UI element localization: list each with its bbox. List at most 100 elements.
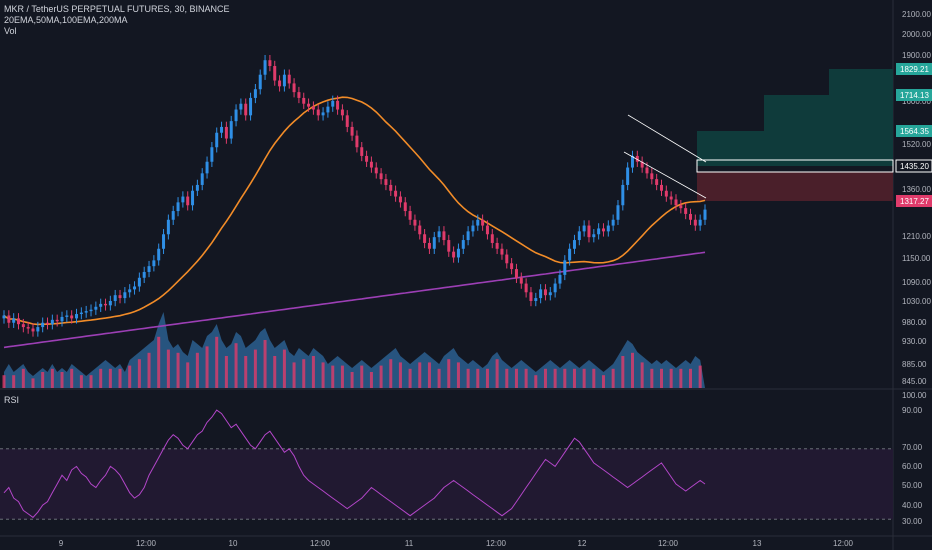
volume-bar [360, 365, 364, 388]
candle-body [113, 295, 117, 301]
candle-body [592, 234, 596, 238]
candle-body [60, 316, 64, 322]
candle-body [12, 318, 16, 323]
candle-body [55, 319, 59, 322]
rsi-tick-label: 40.00 [902, 501, 923, 510]
candle-body [548, 292, 552, 296]
candle-body [389, 184, 393, 191]
volume-bar [340, 365, 344, 388]
candle-body [616, 205, 620, 220]
candle-body [229, 121, 233, 139]
volume-bar [50, 368, 54, 388]
volume-bar [99, 368, 103, 388]
volume-bar [108, 368, 112, 388]
candle-body [601, 228, 605, 232]
price-tick-label: 1600.00 [902, 97, 931, 106]
price-tick-label: 2100.00 [902, 10, 931, 19]
volume-bar [466, 368, 470, 388]
candle-body [626, 167, 630, 185]
candle-body [94, 306, 98, 310]
candle-body [249, 97, 253, 116]
candle-body [258, 74, 262, 90]
volume-bar [447, 359, 451, 388]
volume-bar [630, 352, 634, 388]
candle-body [423, 234, 427, 243]
volume-bar [688, 368, 692, 388]
candle-body [302, 97, 306, 104]
volume-bar [273, 356, 277, 388]
ema-line [3, 96, 706, 326]
volume-bar [311, 356, 315, 388]
price-tick-label: 845.00 [902, 377, 927, 386]
candle-body [99, 303, 103, 307]
rsi-tick-label: 60.00 [902, 462, 923, 471]
rsi-line [3, 409, 706, 519]
rsi-tick-label: 50.00 [902, 481, 923, 490]
candle-body [244, 103, 248, 116]
candle-body [461, 240, 465, 249]
volume-bar [292, 362, 296, 388]
volume-bar [282, 349, 286, 388]
candle-body [442, 231, 446, 241]
candle-body [21, 324, 25, 328]
candle-body [539, 289, 543, 299]
candle-body [311, 106, 315, 110]
channel-lower [623, 151, 707, 199]
candle-body [331, 100, 335, 107]
price-tick-label: 1090.00 [902, 278, 931, 287]
price-tag-label: 1317.27 [900, 197, 929, 206]
time-tick-label: 12:00 [658, 539, 679, 548]
price-tick-label: 2000.00 [902, 30, 931, 39]
volume-bar [89, 375, 93, 388]
candle-body [693, 219, 697, 226]
volume-bar [640, 362, 644, 388]
candle-body [563, 260, 567, 275]
ma-line [3, 251, 706, 349]
price-tag-label: 1714.13 [900, 91, 929, 100]
candle-body [200, 173, 204, 185]
volume-bar [553, 368, 557, 388]
volume-bar [244, 356, 248, 388]
candle-body [476, 219, 480, 226]
candle-body [427, 242, 431, 249]
candle-body [2, 315, 6, 319]
candle-body [137, 277, 141, 287]
volume-bar [437, 368, 441, 388]
volume-bar [563, 368, 567, 388]
candle-body [611, 219, 615, 226]
candle-body [157, 248, 161, 261]
volume-bar [12, 375, 16, 388]
indicator-list: 20EMA,50MA,100EMA,200MA [4, 15, 128, 25]
candle-body [307, 103, 311, 107]
candle-body [171, 211, 175, 220]
entry-box [696, 159, 894, 173]
volume-bar [21, 368, 25, 388]
candle-body [674, 199, 678, 206]
volume-bar [176, 352, 180, 388]
volume-histogram [2, 312, 705, 388]
candle-body [176, 202, 180, 212]
target-zone-3 [829, 69, 893, 166]
volume-bar [543, 368, 547, 388]
volume-bar [166, 349, 170, 388]
volume-bar [205, 346, 209, 388]
candle-body [104, 303, 108, 306]
candle-body [142, 271, 146, 278]
candle-body [510, 263, 514, 270]
volume-bar [572, 368, 576, 388]
channel-upper [627, 114, 707, 163]
falling-channel-drawing [623, 114, 707, 199]
volume-bar [418, 362, 422, 388]
candle-body [336, 100, 340, 110]
candle-body [568, 248, 572, 261]
candle-body [355, 135, 359, 148]
rsi-panel: 100.00 90.00 70.00 60.00 50.00 40.00 30.00 [0, 391, 927, 526]
time-tick-label: 12 [578, 539, 587, 548]
volume-bar [495, 359, 499, 388]
volume-bar [31, 378, 35, 388]
volume-label: Vol [4, 26, 17, 36]
rsi-tick-label: 90.00 [902, 406, 923, 415]
candle-body [50, 319, 54, 325]
candle-body [181, 196, 185, 203]
candle-body [239, 103, 243, 110]
